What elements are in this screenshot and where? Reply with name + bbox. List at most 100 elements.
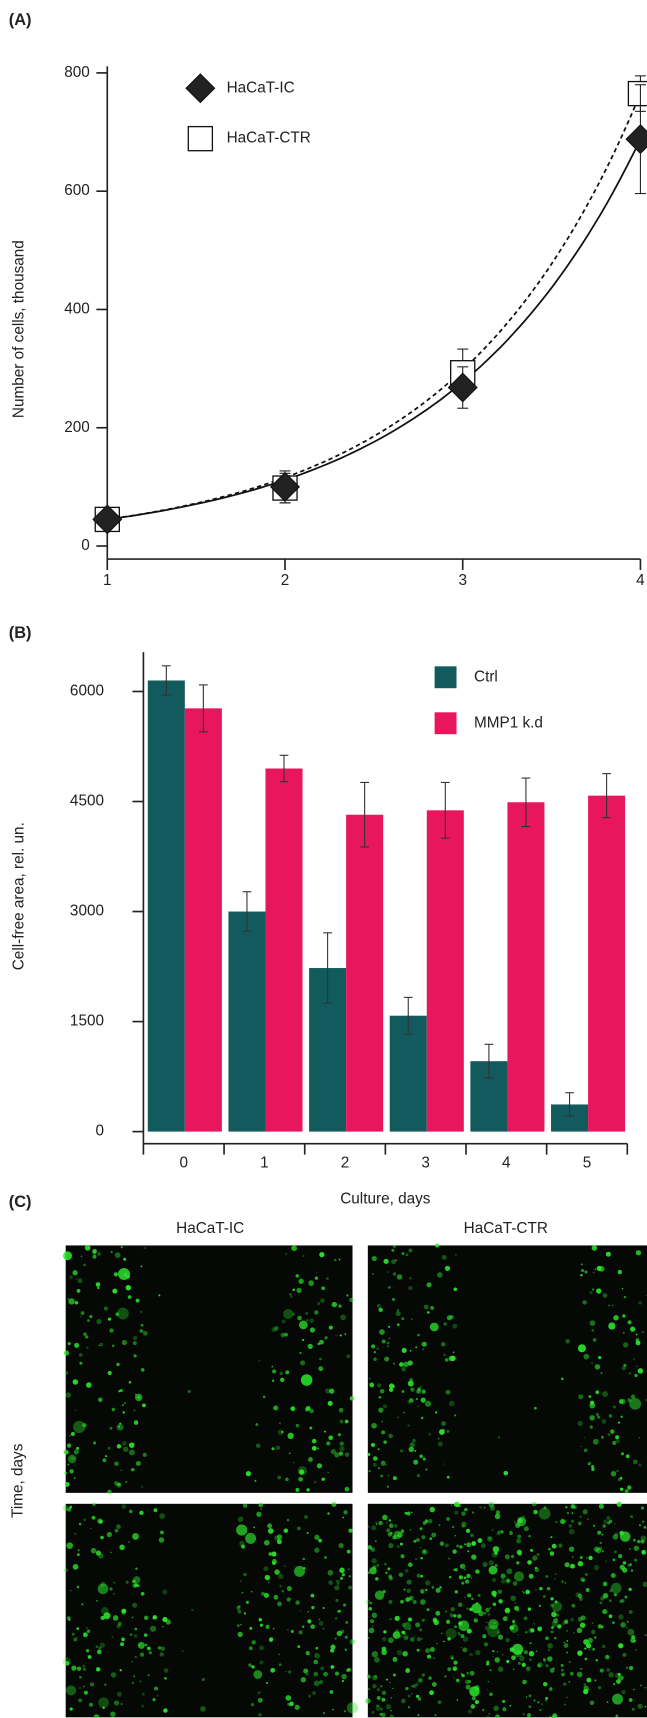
cell-fluorescence [388, 1637, 394, 1643]
cell-fluorescence [608, 1672, 613, 1677]
cell-fluorescence [335, 1335, 336, 1336]
cell-fluorescence [120, 1470, 122, 1472]
cell-fluorescence [327, 1472, 329, 1474]
cell-fluorescence [432, 1682, 437, 1687]
cell-fluorescence [588, 1395, 591, 1398]
cell-fluorescence [640, 1685, 642, 1687]
cell-fluorescence [141, 1486, 143, 1488]
cell-fluorescence [645, 1634, 647, 1636]
cell-fluorescence [148, 1674, 150, 1676]
cell-fluorescence [518, 1662, 521, 1665]
cell-fluorescence [606, 1561, 607, 1562]
cell-fluorescence [385, 1572, 387, 1574]
cell-fluorescence [455, 1535, 457, 1537]
micrograph [368, 1245, 647, 1492]
cell-fluorescence [392, 1688, 393, 1689]
cell-fluorescence [516, 1539, 521, 1544]
cell-fluorescence [461, 1674, 465, 1678]
cell-fluorescence [425, 1401, 431, 1407]
cell-fluorescence [366, 1600, 371, 1605]
cell-fluorescence [302, 1558, 305, 1561]
cell-fluorescence [637, 1540, 641, 1544]
cell-fluorescence [583, 1689, 588, 1694]
cell-fluorescence [486, 1660, 489, 1663]
cell-fluorescence [289, 1293, 291, 1295]
cell-fluorescence [64, 1472, 67, 1475]
cell-fluorescence [373, 1358, 377, 1362]
cell-fluorescence [401, 1252, 404, 1255]
cell-fluorescence [502, 1654, 504, 1656]
cell-fluorescence [408, 1695, 411, 1698]
cell-fluorescence [399, 1362, 404, 1367]
cell-fluorescence [423, 1550, 425, 1552]
cell-fluorescence [498, 1666, 503, 1671]
cell-fluorescence [328, 1570, 334, 1576]
fit-curve [107, 94, 640, 520]
cell-fluorescence [413, 1600, 417, 1604]
cell-fluorescence [119, 1545, 124, 1550]
x-tick-label: 2 [341, 1154, 350, 1171]
cell-fluorescence [140, 1652, 144, 1656]
cell-fluorescence [367, 1675, 371, 1679]
cell-fluorescence [452, 1324, 457, 1329]
cell-fluorescence [252, 1640, 256, 1644]
cell-fluorescence [461, 1582, 464, 1585]
cell-fluorescence [350, 1639, 355, 1644]
cell-fluorescence [488, 1713, 490, 1715]
cell-fluorescence [501, 1531, 504, 1534]
cell-fluorescence [378, 1467, 380, 1469]
cell-fluorescence [236, 1525, 247, 1536]
cell-fluorescence [301, 1677, 306, 1682]
cell-fluorescence [408, 1402, 410, 1404]
cell-fluorescence [164, 1668, 169, 1673]
cell-fluorescence [202, 1678, 205, 1681]
cell-fluorescence [588, 1556, 592, 1560]
cell-fluorescence [267, 1523, 272, 1528]
cell-fluorescence [141, 1705, 144, 1708]
cell-fluorescence [437, 1272, 442, 1277]
cell-fluorescence [471, 1554, 476, 1559]
cell-fluorescence [449, 1576, 451, 1578]
cell-fluorescence [631, 1395, 635, 1399]
cell-fluorescence [79, 1687, 81, 1689]
cell-fluorescence [135, 1628, 138, 1631]
cell-fluorescence [591, 1465, 594, 1468]
cell-fluorescence [406, 1589, 410, 1593]
cell-fluorescence [578, 1594, 583, 1599]
cell-fluorescence [287, 1519, 290, 1522]
cell-fluorescence [96, 1282, 101, 1287]
cell-fluorescence [593, 1439, 599, 1445]
cell-fluorescence [277, 1601, 282, 1606]
cell-fluorescence [64, 1568, 68, 1572]
cell-fluorescence [419, 1455, 423, 1459]
cell-fluorescence [619, 1531, 624, 1536]
cell-fluorescence [395, 1629, 399, 1633]
cell-fluorescence [626, 1627, 628, 1629]
cell-fluorescence [377, 1696, 381, 1700]
cell-fluorescence [372, 1613, 377, 1618]
cell-fluorescence [489, 1502, 495, 1508]
cell-fluorescence [69, 1435, 71, 1437]
cell-fluorescence [580, 1622, 585, 1627]
cell-fluorescence [590, 1426, 593, 1429]
cell-fluorescence [636, 1340, 641, 1345]
cell-fluorescence [258, 1503, 263, 1508]
cell-fluorescence [544, 1661, 546, 1663]
cell-fluorescence [251, 1665, 254, 1668]
cell-fluorescence [72, 1633, 75, 1636]
cell-fluorescence [403, 1412, 405, 1414]
cell-fluorescence [416, 1695, 419, 1698]
cell-fluorescence [488, 1560, 493, 1565]
cell-fluorescence [431, 1533, 436, 1538]
cell-fluorescence [459, 1575, 463, 1579]
cell-fluorescence [163, 1708, 167, 1712]
cell-fluorescence [415, 1346, 417, 1348]
cell-fluorescence [522, 1663, 526, 1667]
cell-fluorescence [339, 1568, 344, 1573]
cell-fluorescence [135, 1568, 137, 1570]
cell-fluorescence [599, 1601, 602, 1604]
cell-fluorescence [253, 1670, 262, 1679]
cell-fluorescence [350, 1396, 354, 1400]
cell-fluorescence [501, 1579, 506, 1584]
cell-fluorescence [324, 1431, 326, 1433]
